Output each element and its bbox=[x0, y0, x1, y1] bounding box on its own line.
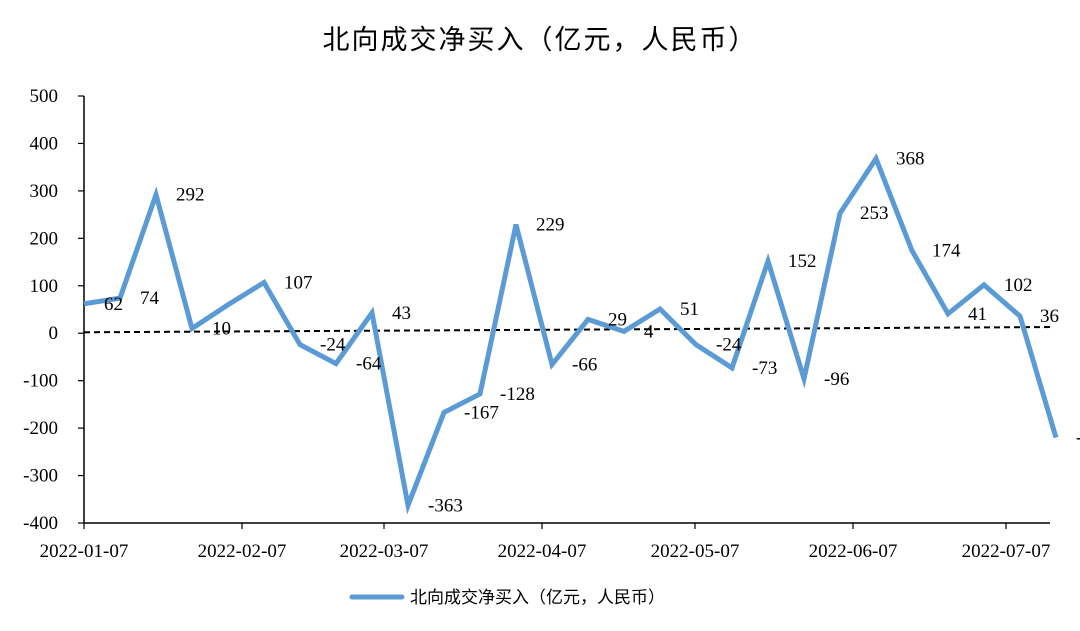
data-labels-layer: 62 74 292 10 107 -24 -64 43 -363 -167-128 229 -66 29… bbox=[104, 149, 1080, 517]
x-tick-label: 2022-01-07 bbox=[40, 541, 129, 562]
chart-title: 北向成交净买入（亿元，人民币） bbox=[322, 25, 758, 56]
legend-label: 北向成交净买入（亿元，人民币） bbox=[410, 588, 665, 608]
data-label: -64 bbox=[356, 354, 382, 375]
data-label: 107 bbox=[284, 272, 313, 293]
x-tick-label: 2022-02-07 bbox=[198, 541, 287, 562]
data-label: 43 bbox=[392, 303, 411, 324]
data-label: 102 bbox=[1004, 275, 1033, 296]
x-tick-label: 2022-03-07 bbox=[340, 541, 429, 562]
data-label: 74 bbox=[140, 288, 160, 309]
x-tick-label: 2022-06-07 bbox=[809, 541, 898, 562]
trendline bbox=[83, 326, 1051, 334]
x-tick-label: 2022-05-07 bbox=[651, 541, 740, 562]
data-label: 292 bbox=[176, 185, 205, 206]
y-tick-label: 200 bbox=[30, 228, 59, 249]
y-tick-label: 100 bbox=[30, 276, 59, 297]
data-label: 62 bbox=[104, 294, 123, 315]
series-layer bbox=[83, 153, 1059, 515]
data-label: -167 bbox=[464, 402, 499, 423]
data-label: 36 bbox=[1040, 306, 1059, 327]
y-tick-label: -100 bbox=[23, 371, 58, 392]
trendline-layer bbox=[83, 326, 1051, 334]
y-tick-label: 500 bbox=[30, 86, 59, 107]
data-label: 368 bbox=[896, 149, 925, 170]
data-label: -66 bbox=[572, 355, 597, 376]
y-tick-label: -200 bbox=[23, 418, 58, 439]
legend: 北向成交净买入（亿元，人民币） bbox=[349, 588, 665, 608]
data-label: 29 bbox=[608, 309, 627, 330]
data-label: 4 bbox=[644, 321, 654, 342]
data-label: -220 bbox=[1076, 428, 1080, 449]
series-line bbox=[83, 153, 1059, 515]
data-label: -363 bbox=[428, 495, 463, 516]
data-label: -128 bbox=[500, 384, 535, 405]
y-tick-label: -400 bbox=[23, 513, 58, 534]
data-label: 253 bbox=[860, 203, 889, 224]
y-tick-label: 0 bbox=[49, 323, 59, 344]
y-tick-label: 400 bbox=[30, 133, 59, 154]
chart-axes: 500 400 300 200 100 0 -100 -200 -300 -400 2022-01-… bbox=[23, 86, 1050, 562]
data-label: 41 bbox=[968, 304, 987, 325]
y-tick-label: -300 bbox=[23, 466, 58, 487]
x-tick-label: 2022-04-07 bbox=[498, 541, 587, 562]
data-label: 174 bbox=[932, 241, 961, 262]
x-tick-label: 2022-07-07 bbox=[962, 541, 1051, 562]
data-label: -73 bbox=[752, 358, 777, 379]
data-label: 229 bbox=[536, 215, 565, 236]
data-label: 10 bbox=[212, 318, 231, 339]
y-tick-label: 300 bbox=[30, 181, 59, 202]
data-label: -24 bbox=[716, 335, 742, 356]
data-label: 51 bbox=[680, 299, 699, 320]
data-label: -24 bbox=[320, 335, 346, 356]
data-label: 152 bbox=[788, 251, 817, 272]
data-label: -96 bbox=[824, 369, 849, 390]
